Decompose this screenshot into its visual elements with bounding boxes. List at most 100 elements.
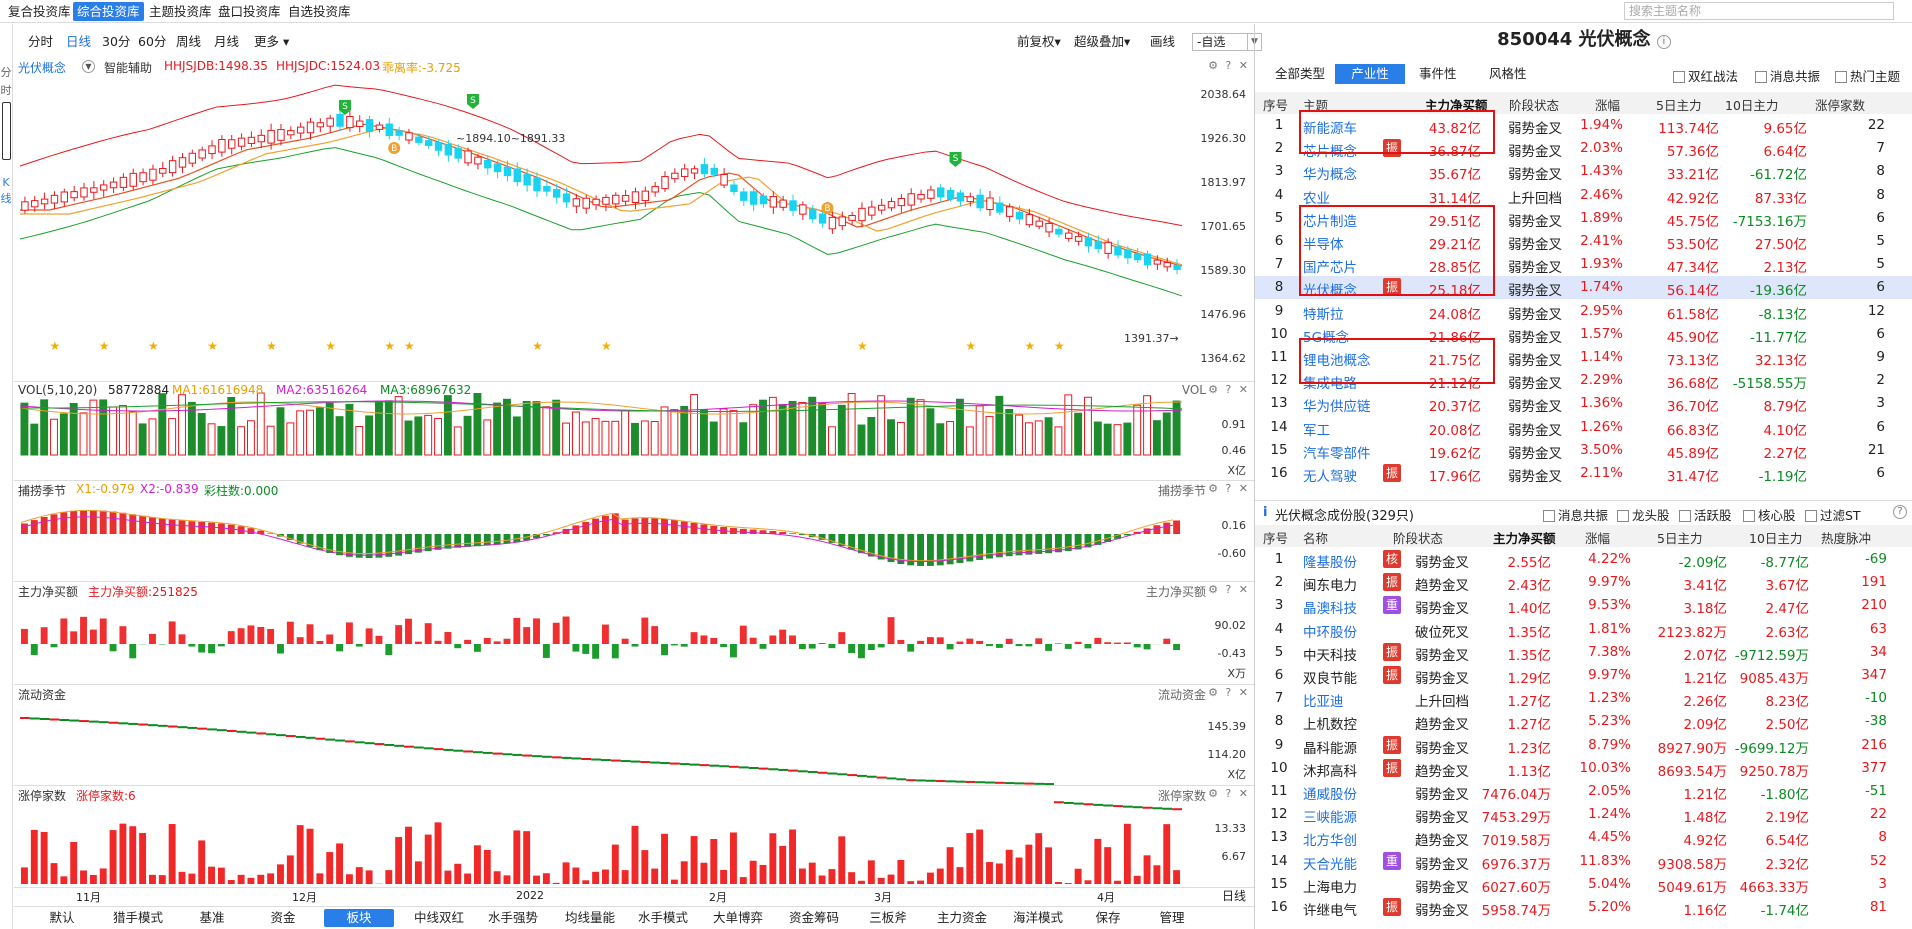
theme-row[interactable]: 1 新能源车 43.82亿 弱势金叉 1.94% 113.74亿 9.65亿 22 [1255, 114, 1912, 137]
stock-row[interactable]: 1 隆基股份 核弱势金叉 2.55亿 4.22% -2.09亿 -8.77亿 -69 [1255, 548, 1912, 571]
stock-row[interactable]: 14 天合光能 重弱势金叉 6976.37万 11.83% 9308.58万 2.32亿 52 [1255, 850, 1912, 873]
theme-name[interactable]: 华为供应链 [1303, 399, 1371, 416]
main-chart-name[interactable]: 光伏概念 [18, 61, 67, 75]
col-heat[interactable]: 热度脉冲 [1821, 531, 1872, 546]
tab-industry[interactable]: 产业性 [1335, 64, 1405, 84]
stock-row[interactable]: 2 闽东电力 振趋势金叉 2.43亿 9.97% 3.41亿 3.67亿 191 [1255, 571, 1912, 594]
col-10d[interactable]: 10日主力 [1725, 98, 1779, 113]
manage-button[interactable]: 管理 [1159, 910, 1185, 925]
tab-style[interactable]: 风格性 [1489, 66, 1527, 81]
info-icon[interactable]: i [1656, 35, 1671, 49]
theme-name[interactable]: 无人驾驶 [1303, 469, 1357, 485]
tab-integrated-lib[interactable]: 综合投资库 [73, 2, 144, 21]
panel-controls-icon[interactable]: ⚙ ? ✕ [1208, 686, 1250, 699]
stock-row[interactable]: 8 上机数控 趋势金叉 1.27亿 5.23% 2.09亿 2.50亿 -38 [1255, 710, 1912, 733]
news-resonance-checkbox[interactable]: 消息共振 [1755, 66, 1820, 85]
stock-name[interactable]: 闽东电力 [1303, 578, 1357, 595]
stock-row[interactable]: 10 沐邦高科 振趋势金叉 1.13亿 10.03% 8693.54万 9250.78万 37… [1255, 757, 1912, 780]
col-5d[interactable]: 5日主力 [1657, 531, 1703, 546]
theme-name[interactable]: 汽车零部件 [1303, 445, 1371, 462]
stock-row[interactable]: 3 晶澳科技 重弱势金叉 1.40亿 9.53% 3.18亿 2.47亿 210 [1255, 594, 1912, 617]
theme-name[interactable]: 国产芯片 [1303, 260, 1357, 277]
period-30min[interactable]: 30分 [102, 34, 131, 49]
col-change[interactable]: 涨幅 [1595, 98, 1621, 113]
hot-theme-checkbox[interactable]: 热门主题 [1835, 66, 1900, 85]
theme-row[interactable]: 16 无人驾驶 振 17.96亿 弱势金叉 2.11% 31.47亿 -1.19亿 6 [1255, 462, 1912, 485]
mode-ma-volume[interactable]: 均线量能 [564, 910, 615, 925]
stock-row[interactable]: 5 中天科技 振弱势金叉 1.35亿 7.38% 2.07亿 -9712.59万 34 [1255, 641, 1912, 664]
theme-row[interactable]: 10 5G概念 21.86亿 弱势金叉 1.57% 45.90亿 -11.77亿 6 [1255, 323, 1912, 346]
tab-all-types[interactable]: 全部类型 [1275, 66, 1326, 81]
theme-row[interactable]: 9 特斯拉 24.08亿 弱势金叉 2.95% 61.58亿 -8.13亿 12 [1255, 300, 1912, 323]
col-index[interactable]: 序号 [1263, 98, 1289, 113]
strip-label-c[interactable]: K [2, 176, 10, 189]
stock-row[interactable]: 13 北方华创 趋势金叉 7019.58万 4.45% 4.92亿 6.54亿 8 [1255, 826, 1912, 849]
theme-row[interactable]: 2 芯片概念振 36.87亿 弱势金叉 2.03% 57.36亿 6.64亿 7 [1255, 137, 1912, 160]
period-monthly[interactable]: 月线 [214, 34, 240, 49]
chevron-down-icon[interactable]: ▼ [82, 60, 95, 73]
stock-name[interactable]: 晶科能源 [1303, 740, 1357, 757]
period-60min[interactable]: 60分 [138, 34, 167, 49]
double-red-checkbox[interactable]: 双红战法 [1673, 66, 1738, 85]
chart-canvas[interactable]: S S S B B ★ ★ ★ ★ ★ ★ ★ ★ ★ ★ ★ ★ ★ ★ [14, 56, 1254, 901]
col-stage[interactable]: 阶段状态 [1509, 98, 1560, 113]
theme-row[interactable]: 3 华为概念 35.67亿 弱势金叉 1.43% 33.21亿 -61.72亿 8 [1255, 160, 1912, 183]
theme-row[interactable]: 15 汽车零部件 19.62亿 弱势金叉 3.50% 45.89亿 2.27亿 21 [1255, 439, 1912, 462]
col-limitup[interactable]: 涨停家数 [1815, 98, 1866, 113]
stock-row[interactable]: 7 比亚迪 上升回档 1.27亿 1.23% 2.26亿 8.23亿 -10 [1255, 687, 1912, 710]
theme-row[interactable]: 5 芯片制造 29.51亿 弱势金叉 1.89% 45.75亿 -7153.16万 6 [1255, 207, 1912, 230]
smart-assist-label[interactable]: 智能辅助 [104, 61, 153, 75]
stock-name[interactable]: 双良节能 [1303, 671, 1357, 687]
stock-name[interactable]: 中环股份 [1303, 624, 1357, 641]
panel-controls-icon[interactable]: ⚙ ? ✕ [1208, 583, 1250, 596]
tab-composite-lib[interactable]: 复合投资库 [8, 4, 71, 19]
col-change[interactable]: 涨幅 [1585, 531, 1611, 546]
theme-row[interactable]: 6 半导体 29.21亿 弱势金叉 2.41% 53.50亿 27.50亿 5 [1255, 230, 1912, 253]
theme-search-input[interactable]: 搜索主题名称 [1624, 2, 1894, 20]
period-weekly[interactable]: 周线 [176, 34, 202, 49]
save-button[interactable]: 保存 [1095, 910, 1121, 925]
panel-controls-icon[interactable]: ⚙ ? ✕ [1208, 482, 1250, 495]
theme-row[interactable]: 8 光伏概念振 25.18亿 弱势金叉 1.74% 56.14亿 -19.36亿 6 [1255, 276, 1912, 300]
filter-st-checkbox[interactable]: 过滤ST [1805, 505, 1861, 524]
stock-name[interactable]: 中天科技 [1303, 647, 1357, 664]
stock-news-checkbox[interactable]: 消息共振 [1543, 505, 1608, 524]
stock-name[interactable]: 沐邦高科 [1303, 763, 1357, 780]
stock-row[interactable]: 6 双良节能 振弱势金叉 1.29亿 9.97% 1.21亿 9085.43万 347 [1255, 664, 1912, 687]
tab-theme-lib[interactable]: 主题投资库 [149, 4, 212, 19]
stock-row[interactable]: 9 晶科能源 振弱势金叉 1.23亿 8.79% 8927.90万 -9699.12万 216 [1255, 734, 1912, 757]
col-net-buy[interactable]: 主力净买额 [1425, 98, 1488, 113]
stock-row[interactable]: 4 中环股份 破位死叉 1.35亿 1.81% 2123.82万 2.63亿 63 [1255, 618, 1912, 641]
fuquan-dropdown[interactable]: 前复权▾ [1017, 34, 1061, 49]
leader-stock-checkbox[interactable]: 龙头股 [1617, 505, 1670, 524]
mode-hunter[interactable]: 猎手模式 [112, 910, 163, 925]
mode-baseline[interactable]: 基准 [199, 910, 225, 925]
theme-row[interactable]: 14 军工 20.08亿 弱势金叉 1.26% 66.83亿 4.10亿 6 [1255, 416, 1912, 439]
col-5d[interactable]: 5日主力 [1656, 98, 1702, 113]
panel-controls-icon[interactable]: ⚙ ? ✕ [1208, 59, 1250, 72]
theme-name[interactable]: 华为概念 [1303, 167, 1357, 184]
theme-name[interactable]: 半导体 [1303, 237, 1344, 253]
col-net-buy[interactable]: 主力净买额 [1493, 531, 1556, 546]
mode-sailor-strong[interactable]: 水手强势 [487, 910, 538, 925]
tab-custom-lib[interactable]: 自选投资库 [288, 4, 351, 19]
theme-name[interactable]: 农业 [1303, 190, 1330, 207]
theme-name[interactable]: 军工 [1303, 422, 1330, 439]
mode-default[interactable]: 默认 [49, 910, 75, 925]
stock-row[interactable]: 12 三峡能源 弱势金叉 7453.29万 1.24% 1.48亿 2.19亿 22 [1255, 803, 1912, 826]
draw-line-button[interactable]: 画线 [1150, 34, 1176, 49]
stock-name[interactable]: 天合光能 [1303, 856, 1357, 873]
mode-mid-double-red[interactable]: 中线双红 [413, 910, 464, 925]
custom-select[interactable]: -自选 ▼ [1192, 33, 1262, 51]
theme-row[interactable]: 4 农业 31.14亿 上升回档 2.46% 42.92亿 87.33亿 8 [1255, 184, 1912, 207]
period-daily[interactable]: 日线 [66, 34, 92, 49]
stock-row[interactable]: 15 上海电力 弱势金叉 6027.60万 5.04% 5049.61万 4663.33万 3 [1255, 873, 1912, 896]
strip-label-d[interactable]: 线 [0, 192, 12, 205]
col-index[interactable]: 序号 [1263, 531, 1289, 546]
stock-name[interactable]: 上机数控 [1303, 717, 1357, 734]
stock-name[interactable]: 通威股份 [1303, 787, 1357, 803]
mode-big-order[interactable]: 大单博弈 [712, 910, 763, 925]
mode-sailor[interactable]: 水手模式 [637, 910, 688, 925]
mode-capital-chips[interactable]: 资金筹码 [788, 910, 839, 925]
stock-name[interactable]: 晶澳科技 [1303, 601, 1357, 618]
